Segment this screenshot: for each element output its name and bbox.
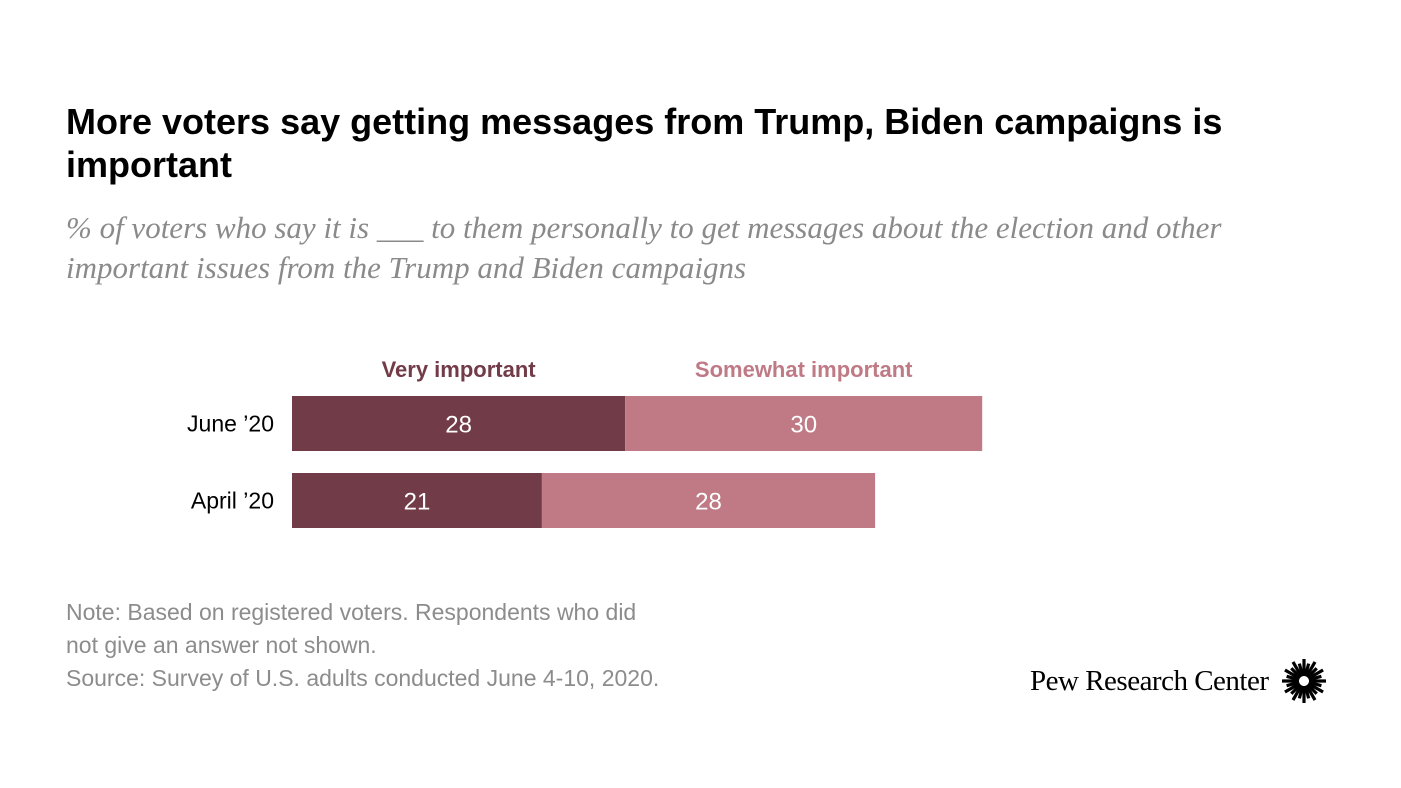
source-line: Source: Survey of U.S. adults conducted … <box>66 665 660 691</box>
category-label: April ’20 <box>191 488 274 514</box>
pew-sunburst-icon <box>1281 659 1326 703</box>
chart-notes: Note: Based on registered voters. Respon… <box>66 596 766 695</box>
pew-logo: Pew Research Center <box>1030 656 1327 706</box>
data-label: 28 <box>445 412 472 439</box>
bar-somewhat-important <box>625 396 983 451</box>
category-label: June ’20 <box>187 411 274 437</box>
data-label: 30 <box>790 412 817 439</box>
stacked-bar-chart: Very important Somewhat important June ’20… <box>187 357 983 528</box>
chart-subtitle: % of voters who say it is ___ to them pe… <box>66 210 1222 285</box>
data-label: 28 <box>695 489 722 516</box>
bar-very-important <box>292 473 542 528</box>
legend-label-very-important: Very important <box>382 357 537 382</box>
bar-somewhat-important <box>541 473 876 528</box>
note-line-1: Note: Based on registered voters. Respon… <box>66 599 637 625</box>
chart-title: More voters say getting messages from Tr… <box>66 101 1223 185</box>
note-line-2: not give an answer not shown. <box>66 632 377 658</box>
legend-label-somewhat-important: Somewhat important <box>695 357 913 382</box>
data-label: 21 <box>404 489 431 516</box>
brand-name: Pew Research Center <box>1030 664 1269 697</box>
bar-very-important <box>292 396 626 451</box>
